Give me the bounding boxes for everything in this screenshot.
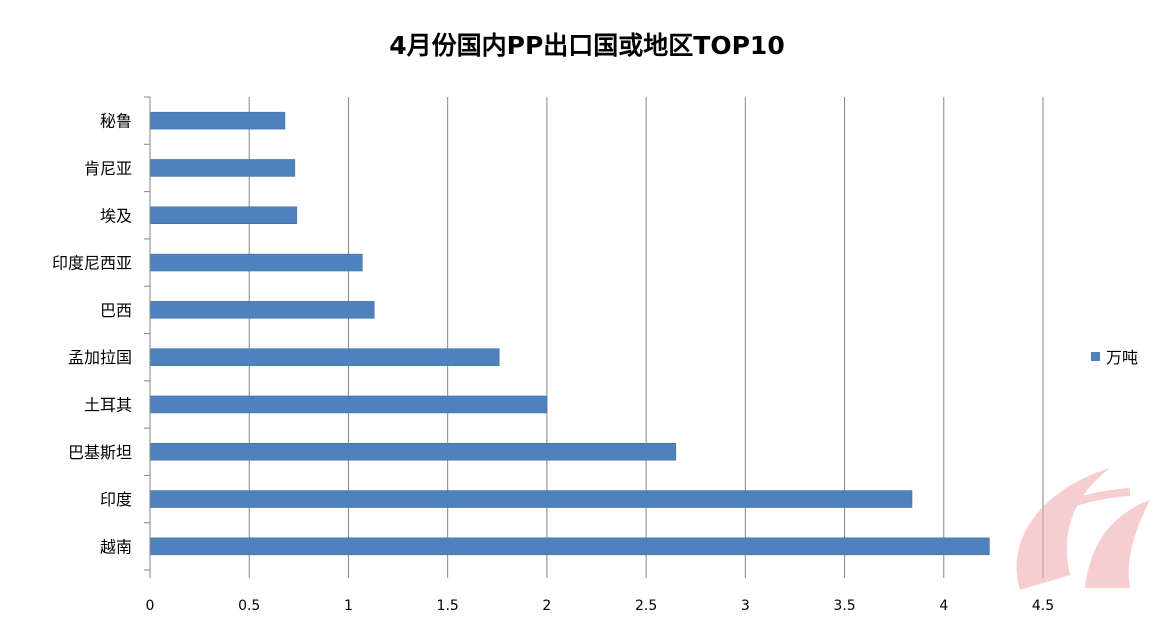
legend-label: 万吨 [1106,348,1138,367]
x-tick-label: 0 [146,598,155,614]
legend: 万吨 [1091,348,1138,367]
x-tick-labels: 0 0.5 1 1.5 2 2.5 3 3.5 4 4.5 [146,598,1055,614]
category-label: 印度尼西亚 [52,254,132,273]
bar-孟加拉国 [149,348,500,366]
bar-印度 [149,490,913,508]
bar-巴西 [149,301,375,319]
bar-土耳其 [149,395,548,414]
category-label: 巴基斯坦 [68,443,132,462]
x-tick-label: 1 [344,598,353,614]
category-label: 巴西 [100,301,132,320]
chart-title: 4月份国内PP出口国或地区TOP10 [389,31,784,60]
x-tick-label: 1.5 [437,598,459,614]
bar-巴基斯坦 [149,443,677,461]
category-label: 秘鲁 [100,112,132,131]
category-label: 土耳其 [84,395,132,414]
gridlines [248,97,1044,578]
bar-印度尼西亚 [149,253,363,272]
legend-swatch [1091,352,1100,361]
category-label: 埃及 [100,206,132,225]
bar-埃及 [149,206,298,224]
category-label: 越南 [100,537,132,556]
bar-肯尼亚 [149,159,296,177]
bar-越南 [149,537,990,556]
bars [149,111,990,556]
y-category-labels: 越南 印度 巴基斯坦 土耳其 孟加拉国 巴西 印度尼西亚 埃及 肯尼亚 秘鲁 [52,112,132,557]
watermark-logo [1016,468,1150,590]
x-tick-label: 4.5 [1032,598,1054,614]
axes [144,96,151,578]
category-label: 印度 [100,490,132,509]
x-tick-label: 2 [542,598,551,614]
category-label: 孟加拉国 [68,348,132,367]
x-tick-label: 0.5 [238,598,260,614]
x-tick-label: 3.5 [833,598,855,614]
x-tick-label: 4 [939,598,948,614]
bar-秘鲁 [149,111,286,130]
category-label: 肯尼亚 [84,159,132,178]
x-tick-label: 3 [741,598,750,614]
x-tick-label: 2.5 [635,598,657,614]
